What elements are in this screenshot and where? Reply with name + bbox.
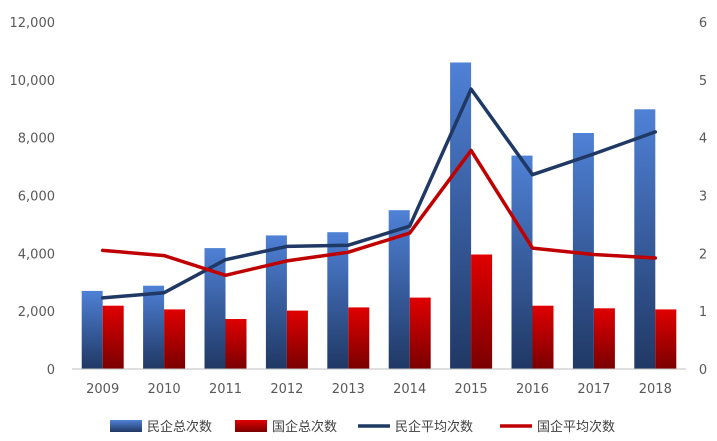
y-left-tick-label: 8,000 xyxy=(18,132,55,147)
bar-state-2014 xyxy=(409,297,431,369)
x-tick-label: 2011 xyxy=(209,382,242,397)
x-tick-label: 2015 xyxy=(455,382,488,397)
legend-label: 民企平均次数 xyxy=(395,419,473,435)
bar-private-2015 xyxy=(450,62,472,369)
legend-item-1: 民企总次数 xyxy=(110,419,212,435)
y-right-tick-label: 5 xyxy=(699,74,707,89)
bar-state-2011 xyxy=(225,319,247,369)
bar-private-2016 xyxy=(511,155,533,369)
y-left-tick-label: 4,000 xyxy=(18,247,55,262)
bar-state-2017 xyxy=(593,308,615,369)
lines-layer xyxy=(100,87,658,300)
y-right-tick-label: 1 xyxy=(699,305,707,320)
bar-state-2013 xyxy=(348,307,370,369)
bar-private-2018 xyxy=(634,109,656,370)
x-tick-label: 2018 xyxy=(639,382,672,397)
y-left-tick-label: 2,000 xyxy=(18,305,55,320)
y-left-tick-label: 12,000 xyxy=(10,16,56,31)
bars-layer xyxy=(81,62,677,370)
legend-label: 国企总次数 xyxy=(272,419,337,435)
x-tick-label: 2016 xyxy=(516,382,549,397)
legend-item-4: 国企平均次数 xyxy=(500,419,615,435)
legend-label: 国企平均次数 xyxy=(537,419,615,435)
bar-state-2010 xyxy=(164,309,186,369)
bar-state-2018 xyxy=(655,309,677,369)
x-tick-label: 2014 xyxy=(393,382,426,397)
legend: 民企总次数 国企总次数 民企平均次数 国企平均次数 xyxy=(110,419,615,435)
y-right-axis: 0 1 2 3 4 5 6 xyxy=(699,16,707,378)
y-left-tick-label: 6,000 xyxy=(18,190,55,205)
bar-state-2015 xyxy=(471,254,493,369)
bar-private-2009 xyxy=(81,290,103,369)
x-tick-label: 2013 xyxy=(332,382,365,397)
x-tick-label: 2017 xyxy=(577,382,610,397)
bar-private-2014 xyxy=(388,210,410,369)
y-right-tick-label: 4 xyxy=(699,132,707,147)
y-right-tick-label: 0 xyxy=(699,363,707,378)
x-tick-label: 2009 xyxy=(86,382,119,397)
bar-private-2012 xyxy=(265,235,287,369)
bar-state-2009 xyxy=(102,305,124,369)
legend-swatch xyxy=(235,420,267,432)
bar-state-2012 xyxy=(286,310,308,369)
x-tick-label: 2012 xyxy=(270,382,303,397)
y-right-tick-label: 3 xyxy=(699,190,707,205)
bar-private-2010 xyxy=(143,285,165,369)
bar-private-2017 xyxy=(572,133,594,369)
bar-private-2013 xyxy=(327,232,349,369)
y-left-tick-label: 10,000 xyxy=(10,74,56,89)
y-right-tick-label: 2 xyxy=(699,247,707,262)
y-left-tick-label: 0 xyxy=(47,363,55,378)
x-axis: 2009 2010 2011 2012 2013 2014 2015 2016 2017 2018 xyxy=(86,382,672,397)
legend-item-2: 国企总次数 xyxy=(235,419,337,435)
y-left-axis: 0 2,000 4,000 6,000 8,000 10,000 12,000 xyxy=(10,16,56,378)
bar-private-2011 xyxy=(204,248,226,369)
legend-label: 民企总次数 xyxy=(147,419,212,435)
line-private-avg xyxy=(100,87,658,300)
y-right-tick-label: 6 xyxy=(699,16,707,31)
legend-item-3: 民企平均次数 xyxy=(358,419,473,435)
bar-state-2016 xyxy=(532,305,554,369)
legend-swatch xyxy=(110,420,142,432)
x-tick-label: 2010 xyxy=(148,382,181,397)
line-state-avg xyxy=(100,148,658,278)
